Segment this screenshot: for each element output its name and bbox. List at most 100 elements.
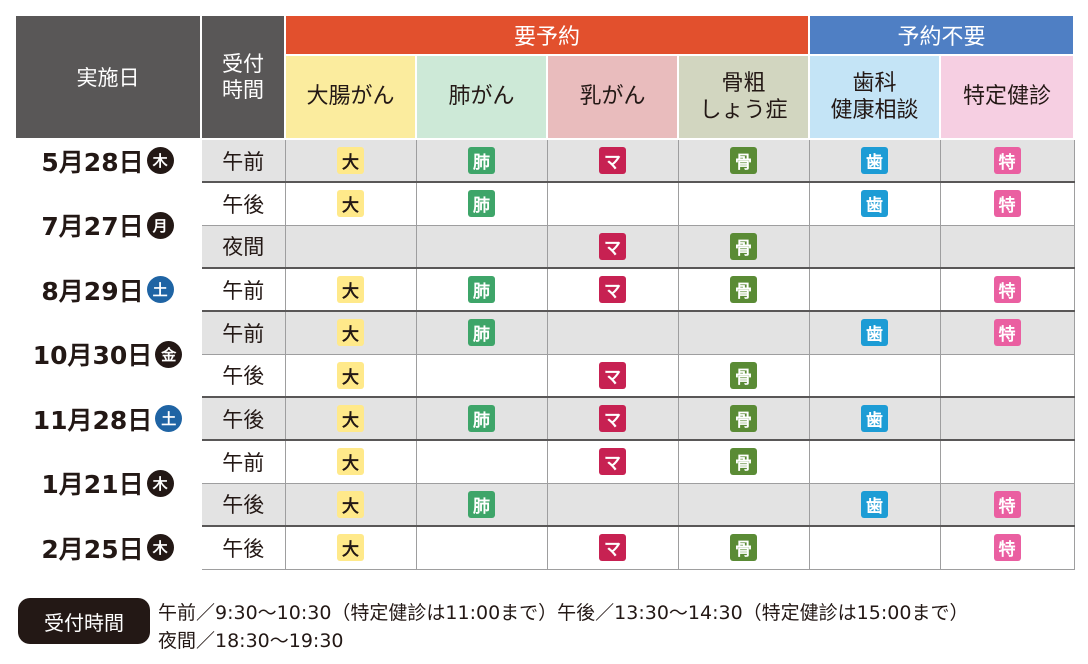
breast-badge: マ xyxy=(599,361,626,389)
category-label-line1: 歯科 xyxy=(852,70,897,96)
reception-hours-footer: 受付時間 午前／9:30〜10:30（特定健診は11:00まで）午後／13:30… xyxy=(14,594,1084,656)
time-cell: 午前 xyxy=(200,310,286,355)
date-text: 2月25日 xyxy=(41,534,144,564)
checkup-badge: 特 xyxy=(993,147,1021,174)
cell-colon: 大 xyxy=(284,138,417,183)
cell-checkup: 特 xyxy=(939,138,1075,183)
cell-breast: マ xyxy=(546,267,679,312)
cell-breast: マ xyxy=(546,396,679,441)
category-label-line2: 健康相談 xyxy=(830,98,919,123)
category-header-breast: 乳がん xyxy=(546,54,679,140)
bone-badge: 骨 xyxy=(730,405,757,432)
cell-lung: 肺 xyxy=(415,138,548,183)
cell-bone: 骨 xyxy=(677,525,810,570)
cell-breast: マ xyxy=(546,224,679,269)
date-cell: 7月27日月 xyxy=(15,181,202,269)
cell-breast xyxy=(546,310,679,355)
category-label-line1: 大腸がん xyxy=(306,84,395,110)
category-header-checkup: 特定健診 xyxy=(939,54,1076,140)
schedule-row: 夜間 マ 骨 xyxy=(15,224,1075,269)
category-label-line1: 肺がん xyxy=(448,84,515,110)
date-text: 1月21日 xyxy=(41,470,144,499)
checkup-badge: 特 xyxy=(993,534,1021,562)
schedule-row: 午後 大 マ 骨 xyxy=(15,353,1075,398)
cell-lung xyxy=(415,353,548,398)
dental-badge: 歯 xyxy=(861,190,889,218)
colon-badge: 大 xyxy=(337,147,364,174)
date-text: 5月28日 xyxy=(41,147,144,177)
bone-badge: 骨 xyxy=(730,147,757,174)
colon-badge: 大 xyxy=(337,534,364,562)
date-cell: 8月29日土 xyxy=(15,267,202,312)
cell-dental: 歯 xyxy=(808,310,941,355)
checkup-badge: 特 xyxy=(993,319,1021,347)
reservation-required-label: 要予約 xyxy=(514,25,581,50)
schedule-row: 5月28日木午前 大 肺 マ 骨 歯 特 xyxy=(15,138,1075,183)
lung-badge: 肺 xyxy=(468,190,495,218)
cell-colon: 大 xyxy=(284,396,417,441)
cell-bone xyxy=(677,181,810,226)
cell-lung xyxy=(415,439,548,484)
reservation-required-header: 要予約 xyxy=(283,14,811,56)
time-column-title-line2: 時間 xyxy=(222,78,264,102)
schedule-row: 2月25日木午後 大 マ 骨 特 xyxy=(15,525,1075,570)
cell-checkup xyxy=(939,353,1075,398)
category-header-lung: 肺がん xyxy=(415,54,548,140)
cell-dental: 歯 xyxy=(808,138,941,183)
bone-badge: 骨 xyxy=(730,276,757,303)
category-label-line1: 骨粗 xyxy=(721,70,766,96)
schedule-row: 11月28日土午後 大 肺 マ 骨 歯 xyxy=(15,396,1075,441)
cell-colon: 大 xyxy=(284,181,417,226)
cell-colon: 大 xyxy=(284,525,417,570)
time-cell: 午後 xyxy=(200,353,286,398)
checkup-badge: 特 xyxy=(993,276,1021,303)
time-cell: 午前 xyxy=(200,267,286,312)
colon-badge: 大 xyxy=(337,361,364,389)
dental-badge: 歯 xyxy=(861,405,889,432)
cell-bone: 骨 xyxy=(677,396,810,441)
schedule-table: 実施日 受付 時間 要予約 予約不要 大腸がん 肺がん 乳がん 骨粗 しょう症 歯科 健康相… xyxy=(14,14,1076,570)
colon-badge: 大 xyxy=(337,448,364,476)
cell-colon: 大 xyxy=(284,310,417,355)
cell-lung: 肺 xyxy=(415,482,548,527)
cell-colon: 大 xyxy=(284,353,417,398)
category-header-colon: 大腸がん xyxy=(284,54,417,140)
reservation-not-required-label: 予約不要 xyxy=(897,25,986,50)
time-cell: 午後 xyxy=(200,525,286,570)
cell-bone xyxy=(677,310,810,355)
schedule-row: 8月29日土午前 大 肺 マ 骨 特 xyxy=(15,267,1075,312)
cell-checkup: 特 xyxy=(939,267,1075,312)
cell-colon xyxy=(284,224,417,269)
breast-badge: マ xyxy=(599,448,626,476)
lung-badge: 肺 xyxy=(468,276,495,303)
cell-dental: 歯 xyxy=(808,482,941,527)
date-cell: 5月28日木 xyxy=(15,138,202,183)
date-text: 8月29日 xyxy=(41,276,144,306)
cell-bone: 骨 xyxy=(677,353,810,398)
cell-dental xyxy=(808,224,941,269)
reception-hours-line1: 午前／9:30〜10:30（特定健診は11:00まで）午後／13:30〜14:3… xyxy=(158,602,969,624)
cell-breast: マ xyxy=(546,353,679,398)
schedule-row: 10月30日金午前大肺歯特 xyxy=(15,310,1075,398)
cell-breast xyxy=(546,482,679,527)
time-cell: 午後 xyxy=(200,482,286,527)
category-label-line1: 特定健診 xyxy=(963,84,1052,110)
weekday-badge: 土 xyxy=(155,405,183,432)
time-cell: 午後 xyxy=(200,396,286,441)
date-cell: 1月21日木 xyxy=(15,439,202,527)
category-header-bone: 骨粗 しょう症 xyxy=(676,54,811,140)
cell-checkup: 特 xyxy=(939,482,1075,527)
colon-badge: 大 xyxy=(337,276,364,303)
cell-lung: 肺 xyxy=(415,181,548,226)
colon-badge: 大 xyxy=(337,405,364,432)
cell-dental xyxy=(808,267,941,312)
date-cell: 2月25日木 xyxy=(15,525,202,570)
cell-dental: 歯 xyxy=(808,181,941,226)
time-cell: 午後 xyxy=(200,181,286,226)
time-cell: 夜間 xyxy=(200,224,286,269)
breast-badge: マ xyxy=(599,147,626,174)
breast-badge: マ xyxy=(599,534,626,562)
cell-colon: 大 xyxy=(284,439,417,484)
lung-badge: 肺 xyxy=(468,319,495,347)
weekday-badge: 木 xyxy=(146,534,174,561)
